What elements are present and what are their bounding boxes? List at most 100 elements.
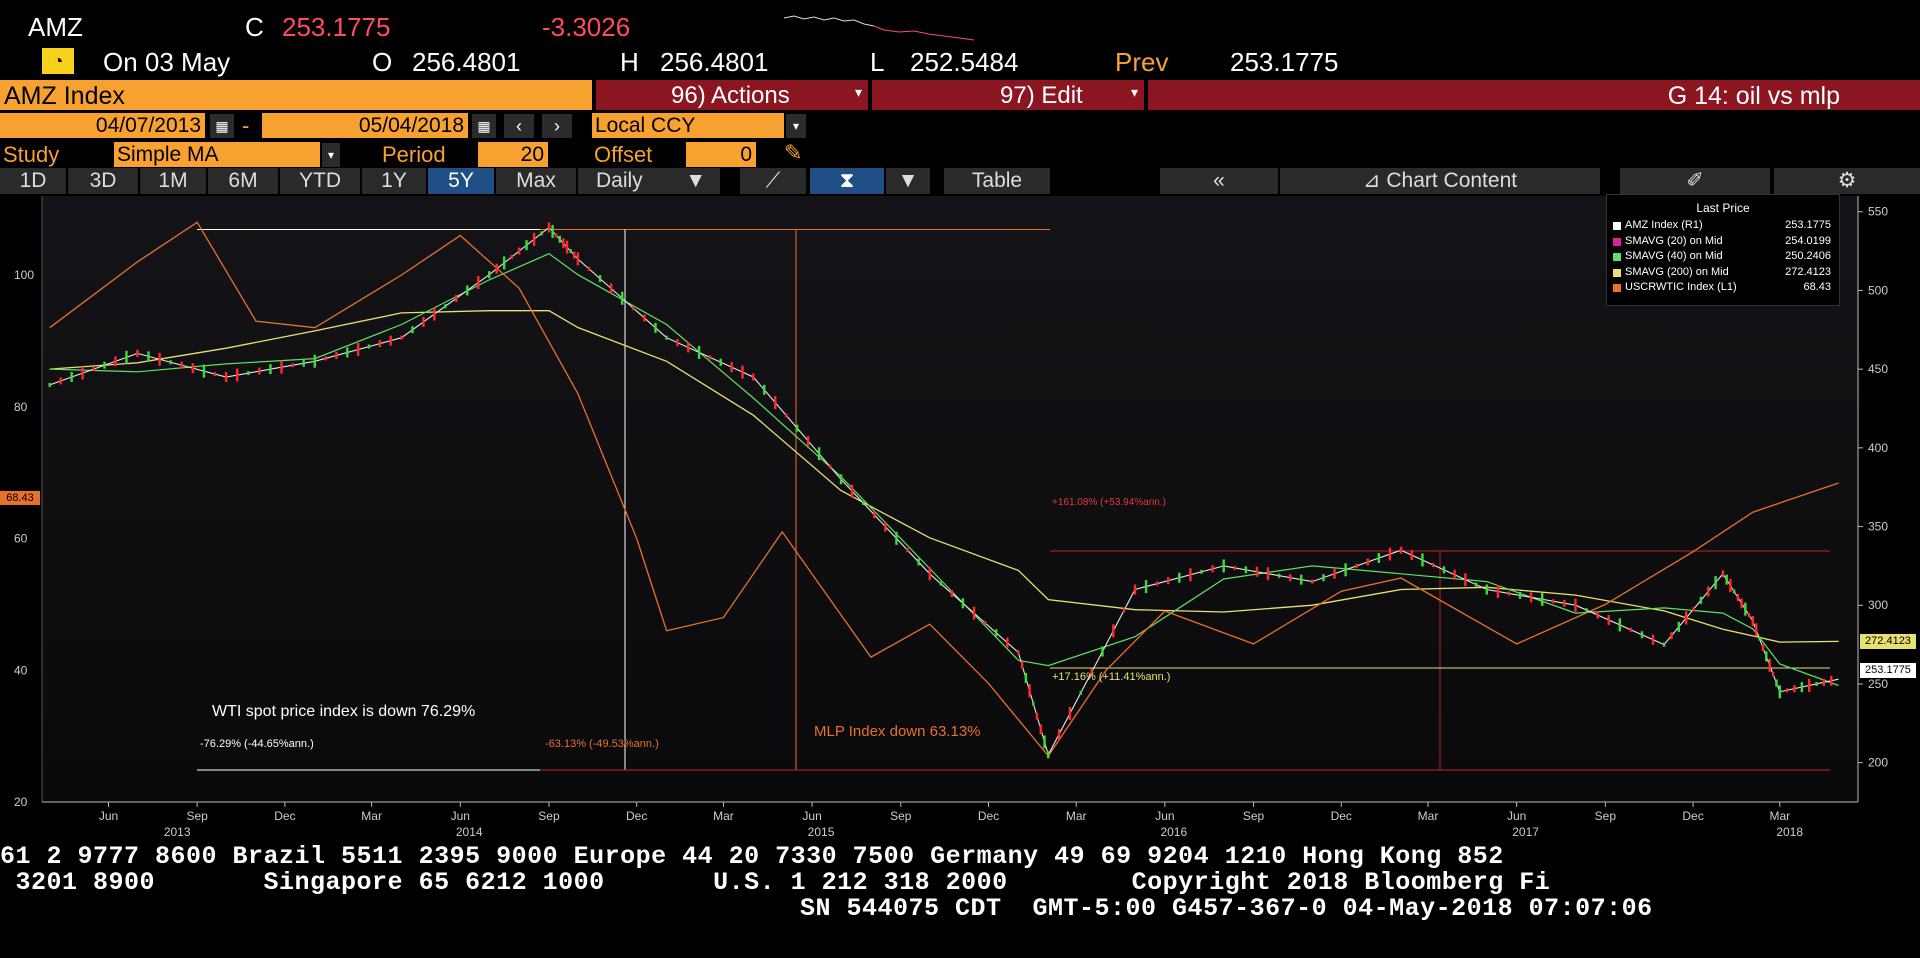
amz-candle xyxy=(202,364,206,378)
period-field[interactable]: 20 xyxy=(478,142,548,167)
collapse-icon[interactable]: « xyxy=(1160,168,1278,194)
security-field[interactable]: AMZ Index xyxy=(0,80,592,110)
amz-candle xyxy=(1670,632,1673,640)
quote-header: AMZ C 253.1775 -3.3026 ◔ On 03 May O 256… xyxy=(0,0,1920,77)
legend[interactable]: Last Price AMZ Index (R1) 253.1775 SMAVG (… xyxy=(1606,194,1840,306)
amz-candle xyxy=(1028,684,1031,698)
amz-candle xyxy=(1032,701,1035,706)
range-button-1d[interactable]: 1D xyxy=(0,168,66,194)
chart-area[interactable]: 100 80 60 40 20 550 500 450 400 350 300 250 200 Jun… xyxy=(0,194,1920,836)
range-button-1y[interactable]: 1Y xyxy=(362,168,426,194)
calendar-icon[interactable]: ▦ xyxy=(472,114,496,138)
amz-candle xyxy=(324,356,327,361)
amz-candle xyxy=(1736,593,1740,601)
frequency-select[interactable]: Daily ▼ xyxy=(578,168,720,194)
amz-candle xyxy=(525,240,528,251)
chart-name-bar[interactable]: G 14: oil vs mlp xyxy=(1148,80,1920,110)
amz-candle xyxy=(367,344,371,349)
x-axis-year: 2013 xyxy=(164,825,191,836)
amz-candle xyxy=(576,252,580,266)
legend-swatch xyxy=(1613,222,1621,230)
currency-select[interactable]: Local CCY xyxy=(592,113,784,138)
offset-field[interactable]: 0 xyxy=(686,142,756,167)
candlestick-icon[interactable]: ⧗ xyxy=(810,168,884,194)
amz-candle xyxy=(400,335,403,340)
start-date-field[interactable]: 04/07/2013 xyxy=(0,113,205,138)
legend-swatch xyxy=(1613,284,1621,292)
range-button-6m[interactable]: 6M xyxy=(208,168,278,194)
amz-candle xyxy=(961,598,965,609)
chevron-down-icon[interactable]: ▾ xyxy=(322,143,340,167)
amz-candle xyxy=(730,362,733,373)
range-button-5y[interactable]: 5Y xyxy=(428,168,494,194)
line-chart-icon[interactable]: ⟋ xyxy=(740,168,806,194)
amz-candle xyxy=(665,335,668,340)
amz-candle xyxy=(558,235,562,243)
chevron-down-icon[interactable]: ▾ xyxy=(786,114,806,138)
legend-swatch xyxy=(1613,253,1621,261)
range-button-3d[interactable]: 3D xyxy=(68,168,138,194)
range-button-1m[interactable]: 1M xyxy=(140,168,206,194)
legend-item[interactable]: SMAVG (200) on Mid 272.4123 xyxy=(1613,266,1835,282)
amz-candle xyxy=(1778,685,1782,699)
amz-candle xyxy=(1747,613,1751,618)
amz-candle xyxy=(81,366,84,380)
amz-candle xyxy=(1211,565,1214,573)
amz-candle xyxy=(1751,615,1755,626)
amz-candle xyxy=(1758,636,1761,641)
range-button-ytd[interactable]: YTD xyxy=(280,168,360,194)
left-axis-tick: 100 xyxy=(14,268,34,282)
end-date-field[interactable]: 05/04/2018 xyxy=(262,113,468,138)
table-button[interactable]: Table xyxy=(944,168,1050,194)
prev-period-button[interactable]: ‹ xyxy=(504,114,534,138)
currency-value: Local CCY xyxy=(595,114,696,137)
actions-menu[interactable]: 96) Actions ▾ xyxy=(596,80,868,110)
left-axis-tick: 80 xyxy=(14,400,28,414)
amz-candle xyxy=(488,271,491,279)
chart-annotation: -76.29% (-44.65%ann.) xyxy=(200,738,314,750)
x-axis-month: Sep xyxy=(186,809,208,823)
gear-icon[interactable]: ⚙ xyxy=(1774,168,1920,194)
chevron-down-icon: ▾ xyxy=(854,84,862,100)
chart-content-button[interactable]: ⊿ Chart Content xyxy=(1280,168,1600,194)
legend-item[interactable]: SMAVG (20) on Mid 254.0199 xyxy=(1613,235,1835,251)
legend-item-name: SMAVG (40) on Mid xyxy=(1625,250,1723,262)
amz-candle xyxy=(1771,672,1775,677)
amz-candle xyxy=(565,240,569,254)
amz-candle xyxy=(1133,584,1137,595)
x-axis-year: 2014 xyxy=(456,825,483,836)
gauge-icon[interactable]: ◔ xyxy=(42,48,74,74)
right-axis-tick: 450 xyxy=(1868,362,1888,376)
legend-item-value: 254.0199 xyxy=(1785,234,1831,247)
amz-candle xyxy=(191,363,195,374)
amz-candle xyxy=(555,233,558,238)
next-period-button[interactable]: › xyxy=(542,114,572,138)
study-select[interactable]: Simple MA xyxy=(114,142,320,167)
range-button-max[interactable]: Max xyxy=(496,168,576,194)
amz-candle xyxy=(1079,690,1082,695)
amz-candle xyxy=(433,307,436,321)
calendar-icon[interactable]: ▦ xyxy=(210,114,234,138)
amz-candle xyxy=(1189,568,1192,582)
chart-annotation: +17.16% (+11.41%ann.) xyxy=(1052,671,1170,683)
amz-candle xyxy=(621,291,624,305)
amz-candle xyxy=(1300,574,1303,585)
chevron-down-icon[interactable]: ▼ xyxy=(886,168,930,194)
legend-item[interactable]: SMAVG (40) on Mid 250.2406 xyxy=(1613,250,1835,266)
pencil-icon[interactable]: ✎ xyxy=(784,140,803,165)
amz-candle xyxy=(1775,679,1778,687)
legend-item[interactable]: AMZ Index (R1) 253.1775 xyxy=(1613,219,1835,235)
legend-item[interactable]: USCRWTIC Index (L1) 68.43 xyxy=(1613,281,1835,297)
amz-candle xyxy=(1068,706,1072,720)
amz-candle xyxy=(817,447,821,461)
x-axis-month: Sep xyxy=(1595,809,1617,823)
price-chart[interactable]: 100 80 60 40 20 550 500 450 400 350 300 250 200 Jun… xyxy=(0,196,1920,836)
annotate-icon[interactable]: ✐ xyxy=(1620,168,1770,194)
amz-candle xyxy=(1740,598,1743,609)
amz-candle xyxy=(1178,572,1181,583)
edit-menu[interactable]: 97) Edit ▾ xyxy=(872,80,1144,110)
amz-candle xyxy=(1101,646,1104,657)
amz-candle xyxy=(1266,567,1270,581)
x-axis-month: Jun xyxy=(1507,809,1526,823)
amz-candle xyxy=(1618,618,1622,632)
